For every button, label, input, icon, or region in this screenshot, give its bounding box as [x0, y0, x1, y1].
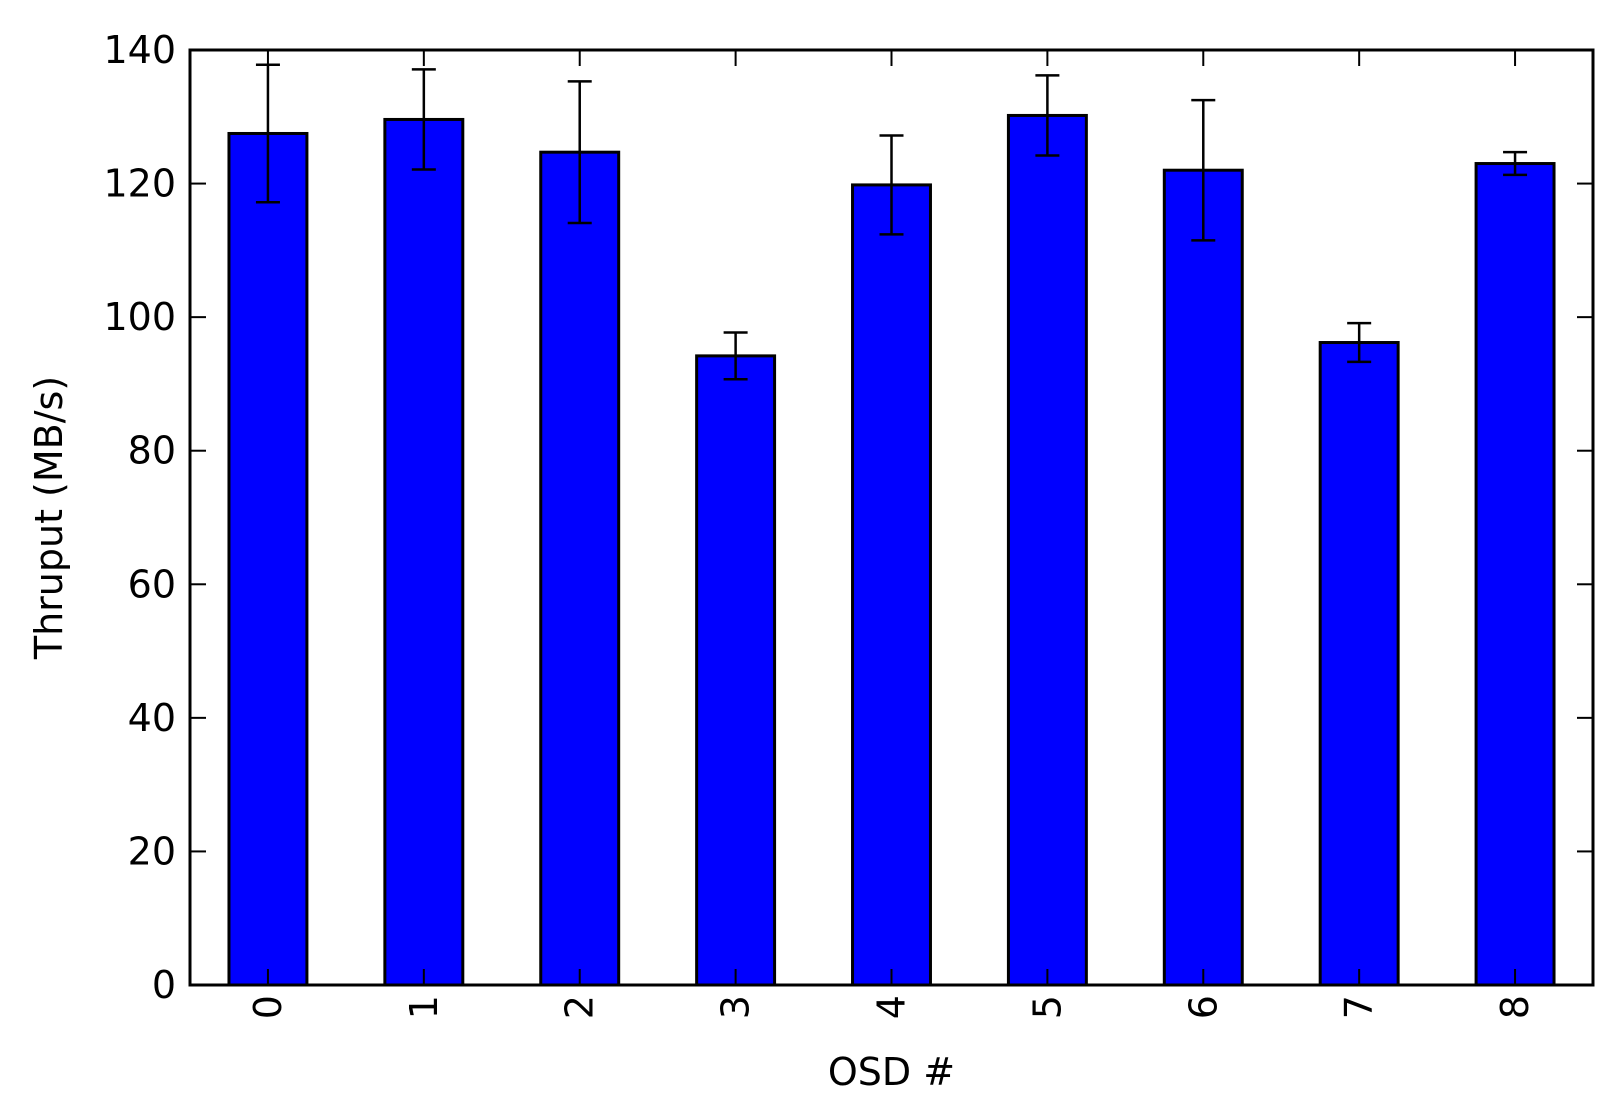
x-tick-label-2: 2: [558, 995, 602, 1019]
x-tick-label-1: 1: [402, 995, 446, 1019]
y-axis-label: Thruput (MB/s): [27, 376, 71, 660]
y-tick-label-120: 120: [103, 162, 176, 206]
error-bars-group: [255, 63, 1528, 381]
x-tick-label-5: 5: [1025, 995, 1069, 1019]
x-tick-label-7: 7: [1337, 995, 1381, 1019]
y-tick-label-80: 80: [128, 429, 176, 473]
bar-2: [539, 150, 621, 987]
y-tick-label-140: 140: [103, 28, 176, 72]
y-tick-label-60: 60: [128, 562, 176, 606]
bar-7: [1318, 341, 1400, 987]
y-tick-label-0: 0: [152, 963, 176, 1007]
x-tick-label-0: 0: [246, 995, 290, 1019]
plot-frame: [188, 48, 1595, 987]
x-tick-label-4: 4: [870, 995, 914, 1019]
bar-5: [1006, 113, 1088, 987]
bars-group: [227, 113, 1556, 987]
x-ticks-group: 0 1 2 3 4 5 6 7 8: [246, 50, 1537, 1019]
y-tick-label-100: 100: [103, 295, 176, 339]
y-tick-label-40: 40: [128, 696, 176, 740]
bar-8: [1474, 162, 1556, 987]
x-tick-label-3: 3: [714, 995, 758, 1019]
bar-0: [227, 131, 309, 987]
y-ticks-group: 0 20 40 60 80 100 120 140: [103, 28, 1593, 1007]
bar-1: [383, 117, 465, 987]
bar-4: [851, 183, 932, 987]
bar-6: [1162, 168, 1244, 987]
x-tick-label-6: 6: [1181, 995, 1225, 1019]
x-tick-label-8: 8: [1493, 995, 1537, 1019]
x-axis-label: OSD #: [828, 1050, 955, 1094]
bar-3: [695, 354, 777, 987]
y-tick-label-20: 20: [128, 829, 176, 873]
